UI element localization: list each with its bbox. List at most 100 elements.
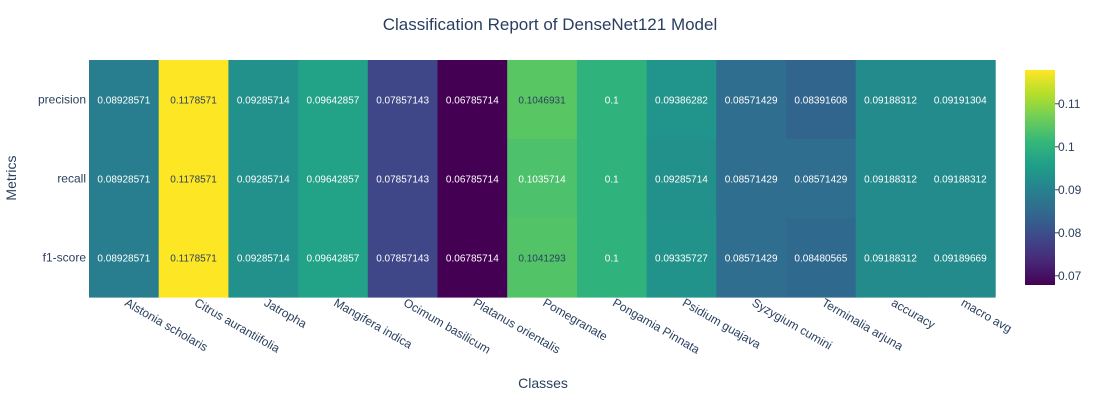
cell-value-label: 0.07857143 xyxy=(376,175,429,186)
heatmap-cell xyxy=(716,218,787,298)
cell-value-label: 0.08928571 xyxy=(97,254,150,265)
cell-value-label: 0.09642857 xyxy=(307,254,360,265)
cell-value-label: 0.09285714 xyxy=(237,254,290,265)
heatmap-cell xyxy=(925,218,996,298)
y-tick-label: recall xyxy=(57,172,86,186)
x-tick-label: accuracy xyxy=(889,295,938,331)
heatmap-cell xyxy=(925,139,996,219)
cell-value-label: 0.09285714 xyxy=(237,96,290,107)
cell-value-label: 0.1 xyxy=(605,175,619,186)
heatmap-cell xyxy=(89,139,160,219)
heatmap-cells xyxy=(89,60,996,298)
x-tick-label: macro avg xyxy=(959,295,1015,335)
y-tick-label: f1-score xyxy=(43,251,87,265)
heatmap-cell xyxy=(437,60,508,140)
heatmap-cell xyxy=(437,218,508,298)
heatmap-cell xyxy=(507,218,578,298)
heatmap-cell xyxy=(855,218,926,298)
colorbar-tick-label: 0.11 xyxy=(1058,97,1081,111)
heatmap-cell xyxy=(576,139,648,219)
x-tick-label: Pomegranate xyxy=(541,295,611,343)
cell-value-label: 0.09285714 xyxy=(237,175,290,186)
cell-value-label: 0.07857143 xyxy=(376,254,429,265)
colorbar-ticks: 0.07 0.08 0.09 0.1 0.11 xyxy=(1055,97,1082,283)
heatmap-cell-labels: 0.08928571 0.1178571 0.09285714 0.09642857 0… xyxy=(97,96,987,265)
heatmap-cell xyxy=(786,60,857,140)
chart-title: Classification Report of DenseNet121 Mod… xyxy=(383,15,718,34)
y-tick-label: precision xyxy=(38,93,86,107)
heatmap-cell xyxy=(716,139,787,219)
heatmap-cell xyxy=(855,139,926,219)
heatmap-cell xyxy=(855,60,926,140)
cell-value-label: 0.08480565 xyxy=(794,254,847,265)
cell-value-label: 0.1046931 xyxy=(518,96,566,107)
heatmap-cell xyxy=(646,60,717,140)
cell-value-label: 0.09386282 xyxy=(655,96,708,107)
heatmap-cell xyxy=(507,60,578,140)
cell-value-label: 0.09285714 xyxy=(655,175,708,186)
cell-value-label: 0.06785714 xyxy=(446,96,499,107)
heatmap-cell xyxy=(367,139,439,219)
heatmap-cell xyxy=(298,218,369,298)
heatmap-cell xyxy=(367,218,439,298)
x-tick-label: Jatropha xyxy=(262,295,310,331)
cell-value-label: 0.09188312 xyxy=(934,175,987,186)
heatmap-cell xyxy=(158,60,229,140)
heatmap-cell xyxy=(576,60,648,140)
cell-value-label: 0.1035714 xyxy=(518,175,566,186)
heatmap-cell xyxy=(646,139,717,219)
heatmap-cell xyxy=(646,218,717,298)
heatmap-cell xyxy=(298,139,369,219)
x-axis-title: Classes xyxy=(518,375,568,391)
cell-value-label: 0.06785714 xyxy=(446,175,499,186)
cell-value-label: 0.1178571 xyxy=(170,96,217,107)
cell-value-label: 0.1 xyxy=(605,254,619,265)
heatmap-cell xyxy=(786,218,857,298)
heatmap-cell xyxy=(89,218,160,298)
colorbar-tick-label: 0.07 xyxy=(1058,269,1082,283)
cell-value-label: 0.06785714 xyxy=(446,254,499,265)
cell-value-label: 0.09189669 xyxy=(934,254,987,265)
cell-value-label: 0.07857143 xyxy=(376,96,429,107)
heatmap-cell xyxy=(576,218,648,298)
colorbar-tick-label: 0.08 xyxy=(1058,226,1082,240)
cell-value-label: 0.08928571 xyxy=(97,96,150,107)
y-axis-ticks: precision recall f1-score xyxy=(38,93,86,265)
heatmap-cell xyxy=(228,218,299,298)
cell-value-label: 0.09642857 xyxy=(307,175,360,186)
cell-value-label: 0.08571429 xyxy=(725,254,778,265)
cell-value-label: 0.09335727 xyxy=(655,254,708,265)
colorbar xyxy=(1025,70,1055,285)
heatmap-cell xyxy=(437,139,508,219)
heatmap-cell xyxy=(298,60,369,140)
cell-value-label: 0.08571429 xyxy=(794,175,847,186)
cell-value-label: 0.09188312 xyxy=(864,254,917,265)
heatmap-cell xyxy=(158,139,229,219)
colorbar-tick-label: 0.09 xyxy=(1058,183,1082,197)
cell-value-label: 0.1041293 xyxy=(518,254,566,265)
cell-value-label: 0.08571429 xyxy=(725,96,778,107)
heatmap-cell xyxy=(925,60,996,140)
cell-value-label: 0.08928571 xyxy=(97,175,150,186)
heatmap-cell xyxy=(786,139,857,219)
heatmap-cell xyxy=(507,139,578,219)
cell-value-label: 0.08571429 xyxy=(725,175,778,186)
cell-value-label: 0.09191304 xyxy=(934,96,987,107)
heatmap-cell xyxy=(89,60,160,140)
heatmap-cell xyxy=(716,60,787,140)
y-axis-title: Metrics xyxy=(3,155,19,200)
heatmap-cell xyxy=(158,218,229,298)
cell-value-label: 0.09188312 xyxy=(864,96,917,107)
heatmap-cell xyxy=(228,139,299,219)
cell-value-label: 0.09188312 xyxy=(864,175,917,186)
heatmap-cell xyxy=(228,60,299,140)
colorbar-tick-label: 0.1 xyxy=(1058,140,1075,154)
cell-value-label: 0.1 xyxy=(605,96,619,107)
cell-value-label: 0.1178571 xyxy=(170,254,217,265)
cell-value-label: 0.09642857 xyxy=(307,96,360,107)
cell-value-label: 0.1178571 xyxy=(170,175,217,186)
heatmap-cell xyxy=(367,60,439,140)
cell-value-label: 0.08391608 xyxy=(794,96,847,107)
